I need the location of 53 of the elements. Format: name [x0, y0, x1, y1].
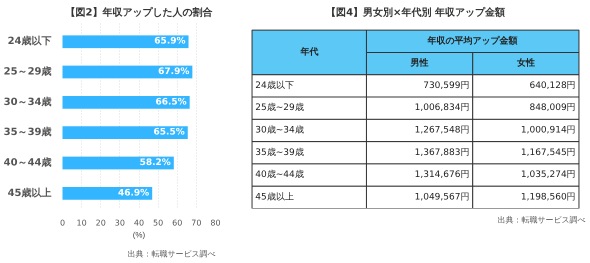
y-tick-label: 45歳以上: [255, 191, 294, 202]
x-tick-label: 10: [76, 218, 87, 228]
data-label: 1,035,274円: [520, 170, 576, 180]
x-axis-title: 年収の平均アップ金額: [426, 35, 518, 46]
x-axis-title: (%): [132, 230, 146, 240]
data-label: 46.9%: [118, 188, 150, 198]
chart-title: 【図2】年収アップした人の割合: [66, 6, 214, 18]
x-tick-label: 0: [60, 218, 66, 228]
x-tick-label: 30: [114, 218, 125, 228]
source-note: 出典：転職サービス調べ: [128, 250, 216, 258]
x-tick-label: 20: [96, 218, 106, 228]
data-label: 1,198,560円: [520, 192, 576, 202]
x-tick-label: 女性: [516, 58, 535, 69]
y-tick-label: 24歳以下: [8, 35, 52, 48]
bar: [62, 66, 192, 78]
data-label: 730,599円: [423, 80, 470, 91]
data-label: 66.5%: [155, 97, 187, 108]
data-label: 65.5%: [154, 128, 185, 138]
y-tick-label: 24歳以下: [255, 80, 294, 91]
chart-title: 【図4】男女別×年代別 年収アップ金額: [326, 6, 505, 18]
data-label: 1,267,548円: [414, 125, 470, 136]
bar: [62, 35, 189, 48]
bar: [62, 126, 188, 140]
bar: [62, 156, 174, 170]
data-label: 1,314,676円: [414, 170, 470, 180]
data-label: 1,006,834円: [414, 103, 470, 114]
data-label: 65.9%: [154, 36, 186, 47]
y-tick-label: 45歳以上: [8, 186, 52, 199]
y-tick-label: 30～34歳: [4, 96, 52, 108]
data-label: 1,167,545円: [520, 148, 576, 158]
x-tick-label: 男性: [410, 58, 429, 69]
x-tick-label: 60: [172, 218, 182, 228]
data-label: 58.2%: [140, 158, 171, 168]
y-tick-label: 25～29歳: [4, 66, 52, 78]
data-label: 640,128円: [529, 80, 576, 91]
x-tick-label: 50: [153, 218, 164, 228]
x-tick-label: 40: [134, 218, 144, 228]
x-tick-label: 70: [191, 218, 202, 228]
x-tick-label: 80: [210, 218, 221, 228]
data-label: 1,049,567円: [414, 192, 470, 202]
y-tick-label: 30歳~34歳: [255, 124, 304, 136]
y-axis-title: 年代: [299, 46, 318, 58]
data-label: 848,009円: [529, 103, 576, 114]
y-tick-label: 35～39歳: [4, 126, 52, 138]
y-tick-label: 40～44歳: [4, 156, 52, 169]
y-tick-label: 25歳~29歳: [255, 102, 304, 114]
data-label: 1,000,914円: [520, 125, 576, 136]
data-label: 1,367,883円: [414, 148, 470, 158]
data-label: 67.9%: [158, 67, 190, 78]
bar: [62, 96, 190, 109]
y-tick-label: 35歳~39歳: [255, 146, 304, 158]
source-note: 出典：転職サービス調べ: [498, 216, 586, 224]
y-tick-label: 40歳~44歳: [255, 169, 304, 180]
